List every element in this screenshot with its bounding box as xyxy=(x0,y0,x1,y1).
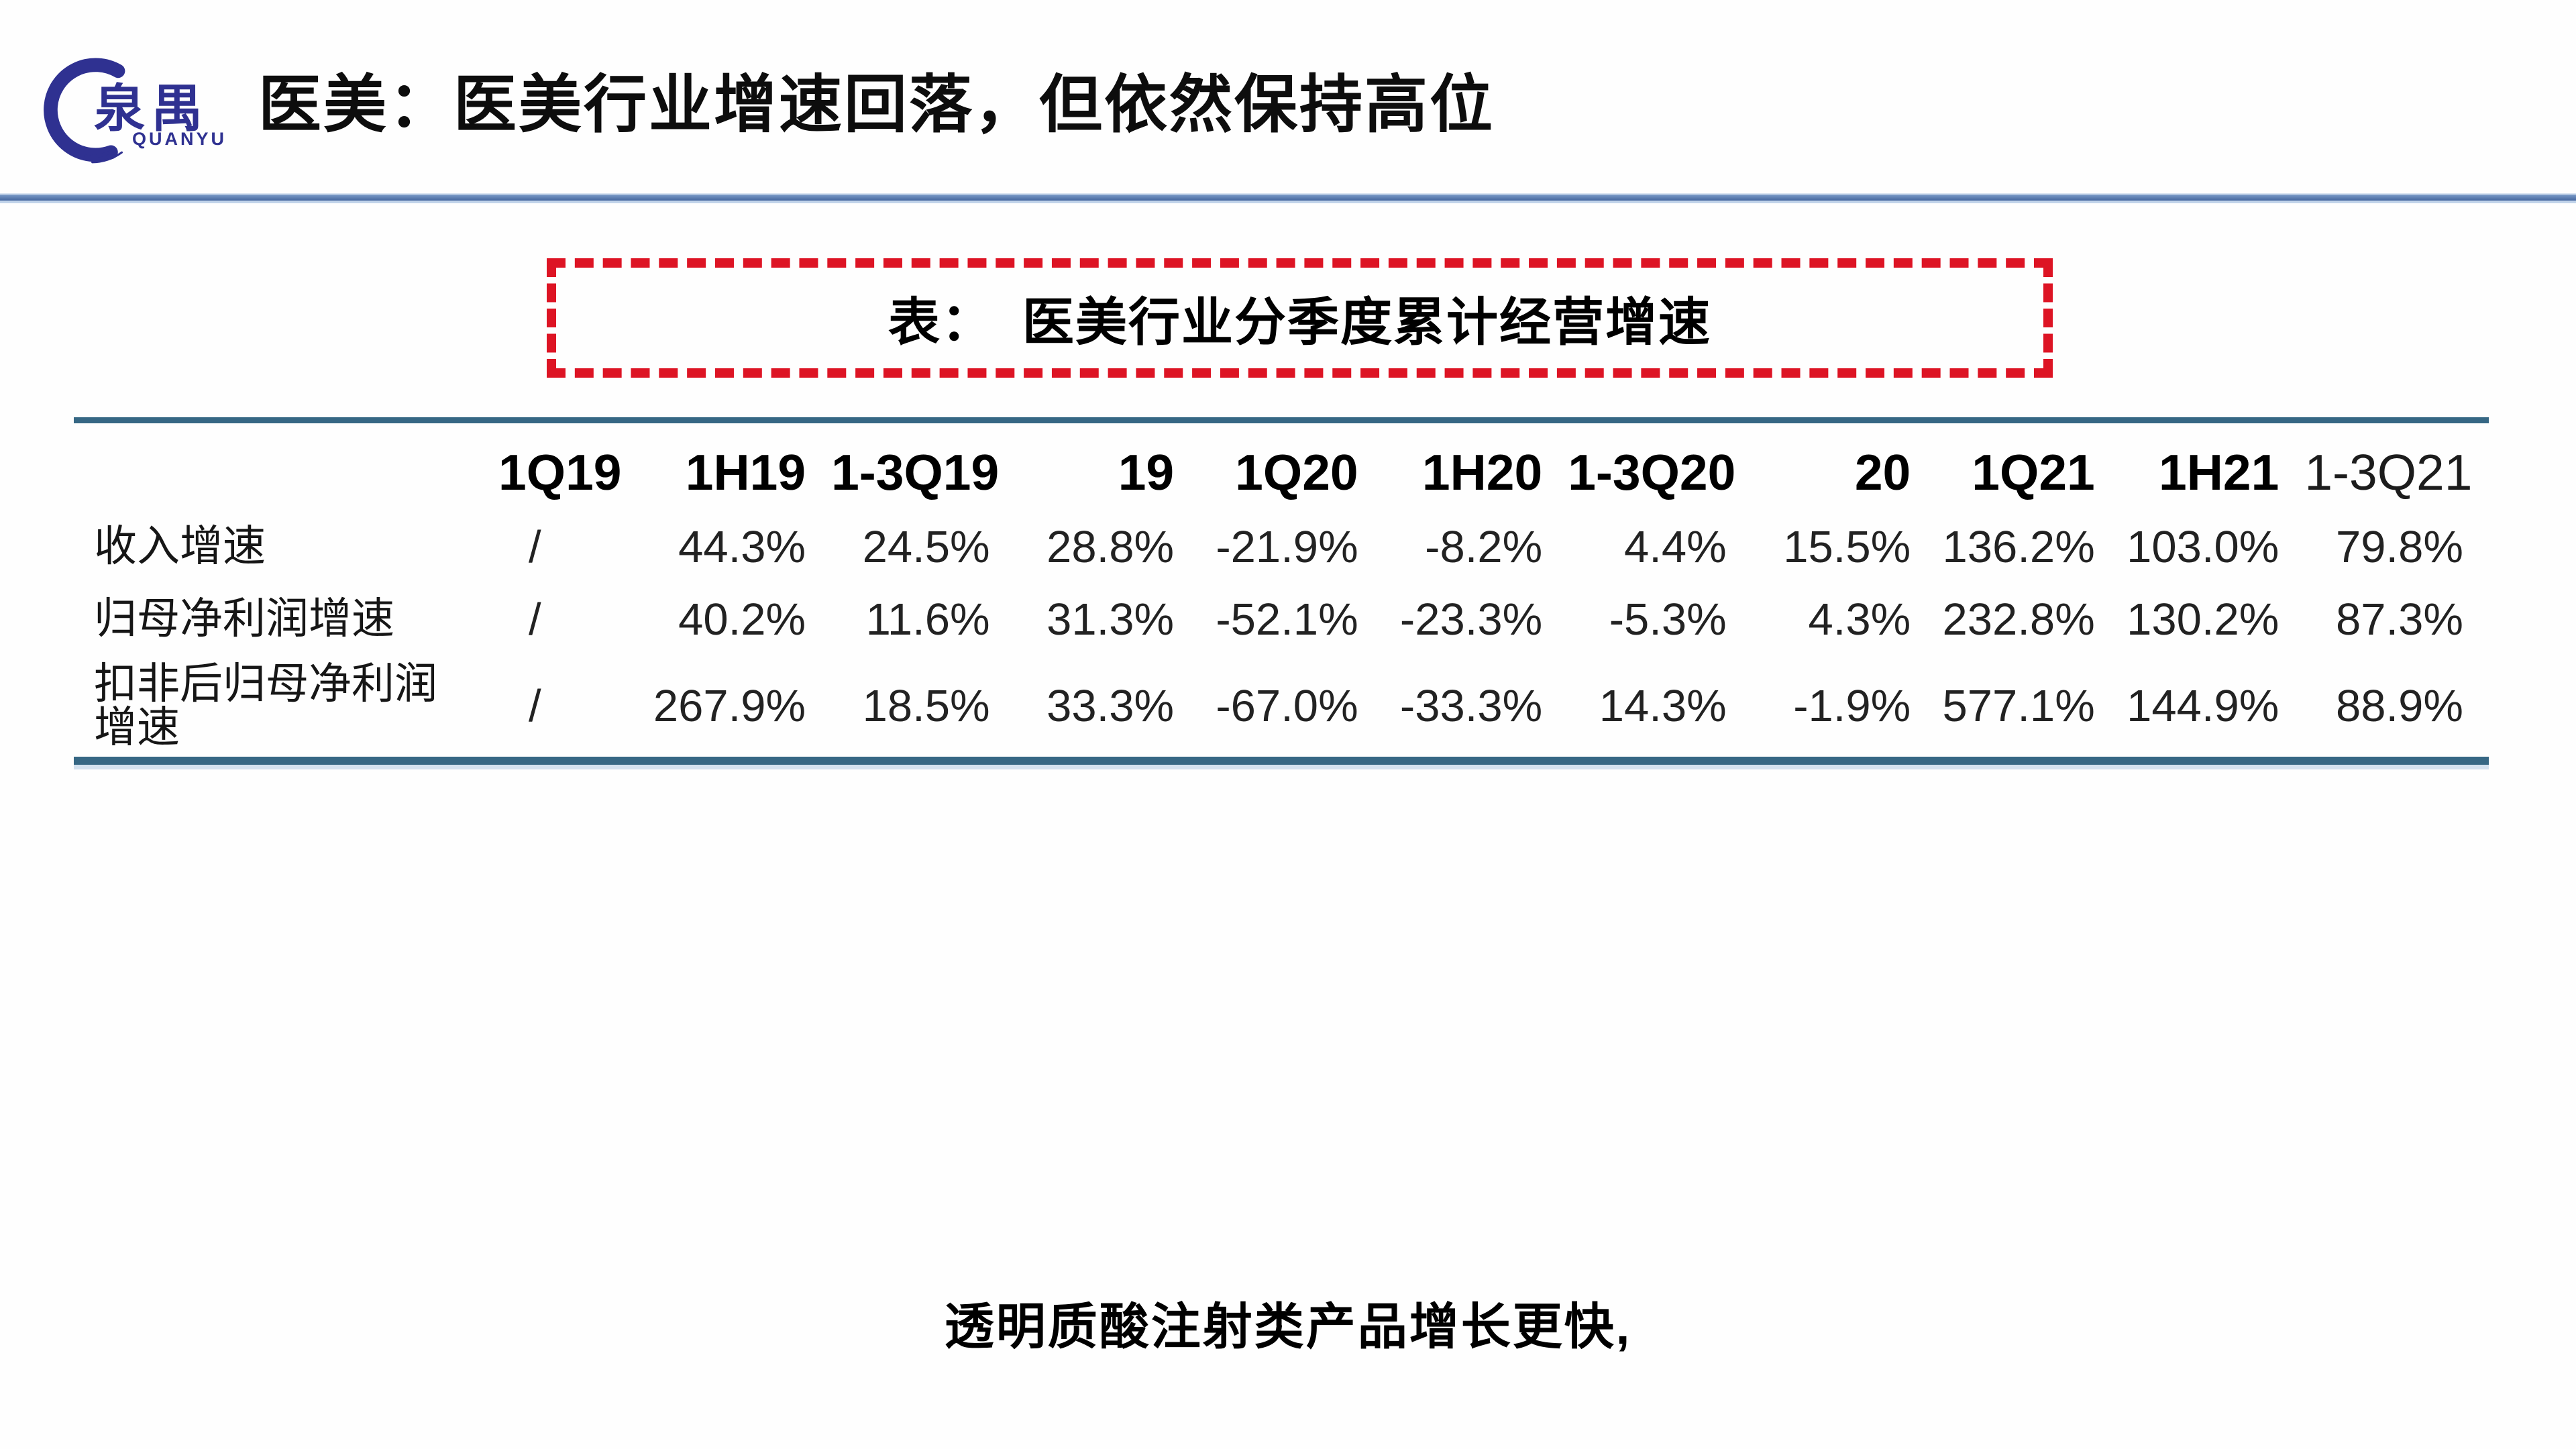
col-header: 1Q20 xyxy=(1235,444,1358,500)
subtitle-caption: 透明质酸注射类产品增长更快, xyxy=(944,1299,1632,1354)
cell: 33.3% xyxy=(1046,680,1175,731)
table-row: 收入增速 / 44.3% 24.5% 28.8% -21.9% -8.2% 4.4% 15.5%… xyxy=(74,511,2489,583)
cell: 28.8% xyxy=(1046,521,1175,572)
cell: 130.2% xyxy=(2127,594,2279,645)
col-header: 1H21 xyxy=(2159,444,2279,500)
cell: -52.1% xyxy=(1216,594,1358,645)
cell: -23.3% xyxy=(1399,594,1543,645)
cell: / xyxy=(528,680,541,731)
cell: 14.3% xyxy=(1599,680,1727,731)
brand-name-en: QUANYU xyxy=(132,129,227,149)
cell: 144.9% xyxy=(2127,680,2279,731)
table-header-row: 1Q19 1H19 1-3Q19 19 1Q20 1H20 1-3Q20 20 1Q21 1H21… xyxy=(74,421,2489,511)
col-header: 20 xyxy=(1854,444,1911,500)
cell: 18.5% xyxy=(862,680,990,731)
cell: -8.2% xyxy=(1425,521,1543,572)
brand-brushstroke-icon xyxy=(44,58,125,164)
table-row: 归母净利润增速 / 40.2% 11.6% 31.3% -52.1% -23.3% -5.3%… xyxy=(74,583,2489,655)
cell: -1.9% xyxy=(1793,680,1911,731)
col-header: 1-3Q21 xyxy=(2304,444,2473,500)
row-label: 扣非后归母净利润增速 xyxy=(94,659,437,752)
cell: 4.4% xyxy=(1624,521,1727,572)
cell: 44.3% xyxy=(678,521,806,572)
table-title-label: 表： xyxy=(888,293,994,352)
cell: 577.1% xyxy=(1942,680,2095,731)
cell: 88.9% xyxy=(2336,680,2463,731)
cell: 87.3% xyxy=(2336,594,2463,645)
corner-cell xyxy=(74,421,463,511)
page-title: 医美：医美行业增速回落，但依然保持高位 xyxy=(258,70,1495,140)
row-label: 收入增速 xyxy=(94,522,266,571)
table-title-box: 表： 医美行业分季度累计经营增速 xyxy=(547,258,2053,378)
cell: 31.3% xyxy=(1046,594,1175,645)
table-title-text: 医美行业分季度累计经营增速 xyxy=(1022,293,1711,352)
header-divider xyxy=(0,193,2576,203)
cell: / xyxy=(528,594,541,645)
col-header: 1H20 xyxy=(1421,444,1543,500)
cell: 15.5% xyxy=(1783,521,1911,572)
cell: 11.6% xyxy=(865,594,990,645)
cell: 40.2% xyxy=(678,594,806,645)
cell: -21.9% xyxy=(1216,521,1358,572)
cell: -5.3% xyxy=(1609,594,1727,645)
row-label: 归母净利润增速 xyxy=(94,594,394,643)
cell: 24.5% xyxy=(862,521,990,572)
col-header: 1-3Q19 xyxy=(831,444,1000,500)
table-row: 扣非后归母净利润增速 / 267.9% 18.5% 33.3% -67.0% -33.3% 1… xyxy=(74,655,2489,761)
table-head: 1Q19 1H19 1-3Q19 19 1Q20 1H20 1-3Q20 20 1Q21 1H21… xyxy=(74,421,2489,511)
cell: -33.3% xyxy=(1399,680,1543,731)
col-header: 1Q19 xyxy=(498,444,622,500)
cell: 4.3% xyxy=(1808,594,1911,645)
brand-name-cn: 泉禺 xyxy=(94,81,209,138)
cell: 103.0% xyxy=(2127,521,2279,572)
col-header: 1-3Q20 xyxy=(1568,444,1736,500)
cell: 232.8% xyxy=(1942,594,2095,645)
cell: 136.2% xyxy=(1942,521,2095,572)
col-header: 1H19 xyxy=(685,444,806,500)
col-header: 19 xyxy=(1118,444,1175,500)
col-header: 1Q21 xyxy=(1972,444,2095,500)
cell: 267.9% xyxy=(653,680,806,731)
cell: / xyxy=(528,521,541,572)
table-body: 收入增速 / 44.3% 24.5% 28.8% -21.9% -8.2% 4.4% 15.5%… xyxy=(74,511,2489,761)
brand-logo: 泉禺 QUANYU xyxy=(30,35,231,189)
cell: 79.8% xyxy=(2336,521,2463,572)
cell: -67.0% xyxy=(1216,680,1358,731)
growth-table: 1Q19 1H19 1-3Q19 19 1Q20 1H20 1-3Q20 20 1Q21 1H21… xyxy=(74,417,2489,765)
